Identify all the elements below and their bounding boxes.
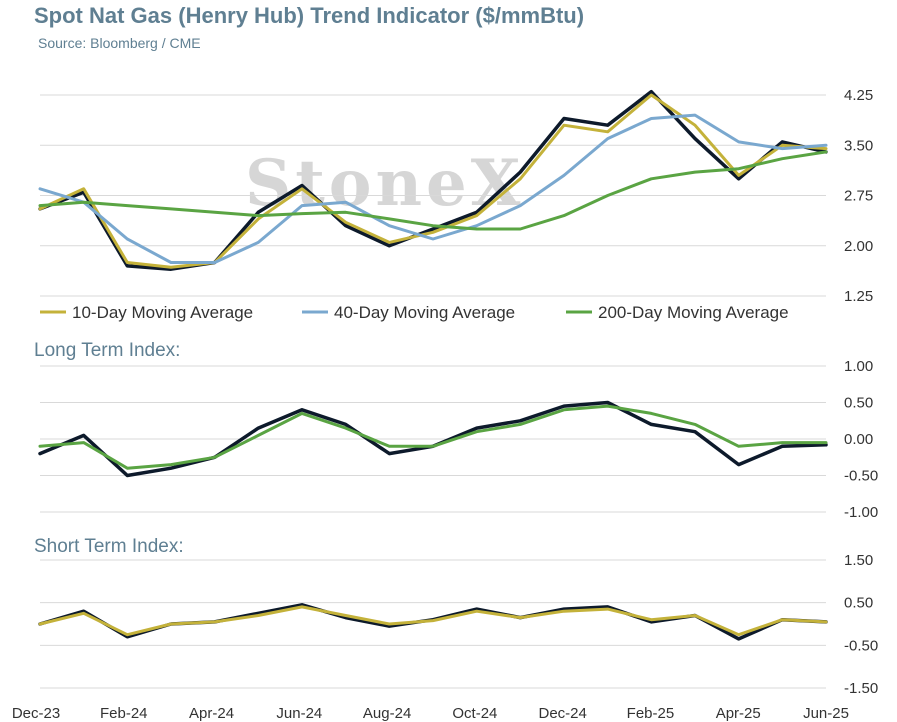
y-tick-label: 1.50: [844, 552, 873, 569]
y-tick-label: -0.50: [844, 637, 878, 654]
chart-title: Spot Nat Gas (Henry Hub) Trend Indicator…: [34, 3, 585, 28]
y-tick-label: 1.00: [844, 358, 873, 375]
x-tick-label: Apr-25: [716, 705, 761, 722]
y-tick-label: 3.50: [844, 137, 873, 154]
y-tick-label: 2.00: [844, 238, 873, 255]
x-tick-label: Aug-24: [363, 705, 411, 722]
x-tick-label: Jun-25: [803, 705, 849, 722]
y-tick-label: 4.25: [844, 87, 873, 104]
y-tick-label: 0.50: [844, 395, 873, 412]
x-tick-label: Dec-24: [538, 705, 586, 722]
y-tick-label: 0.00: [844, 431, 873, 448]
series-long-1: [38, 404, 828, 470]
y-tick-label: -0.50: [844, 468, 878, 485]
series-price-0: [38, 89, 828, 271]
series-price-1: [38, 93, 828, 269]
y-tick-label: -1.50: [844, 680, 878, 697]
grid-layer: [40, 94, 826, 689]
chart-source: Source: Bloomberg / CME: [38, 35, 201, 51]
legend-label: 200-Day Moving Average: [598, 303, 789, 322]
series-layer: [38, 89, 828, 641]
series-price-2: [38, 113, 828, 264]
series-short-1: [38, 605, 828, 637]
x-tick-label: Jun-24: [276, 705, 322, 722]
panel-title-long: Long Term Index:: [34, 340, 180, 361]
watermark: StoneX: [245, 146, 524, 221]
legend-label: 10-Day Moving Average: [72, 303, 253, 322]
y-tick-label: 0.50: [844, 595, 873, 612]
legend-label: 40-Day Moving Average: [334, 303, 515, 322]
axis-labels: 4.25 3.50 2.75 2.00 1.25 Long Term Index: 1.00…: [12, 87, 878, 722]
x-tick-label: Oct-24: [452, 705, 497, 722]
legend: 10-Day Moving Average 40-Day Moving Avera…: [40, 303, 789, 322]
y-tick-label: 2.75: [844, 188, 873, 205]
x-tick-label: Dec-23: [12, 705, 60, 722]
y-tick-label: 1.25: [844, 288, 873, 305]
x-tick-label: Feb-24: [100, 705, 148, 722]
series-price-3: [38, 150, 828, 231]
x-tick-label: Apr-24: [189, 705, 234, 722]
y-tick-label: -1.00: [844, 504, 878, 521]
panel-title-short: Short Term Index:: [34, 536, 184, 557]
x-tick-label: Feb-25: [627, 705, 675, 722]
